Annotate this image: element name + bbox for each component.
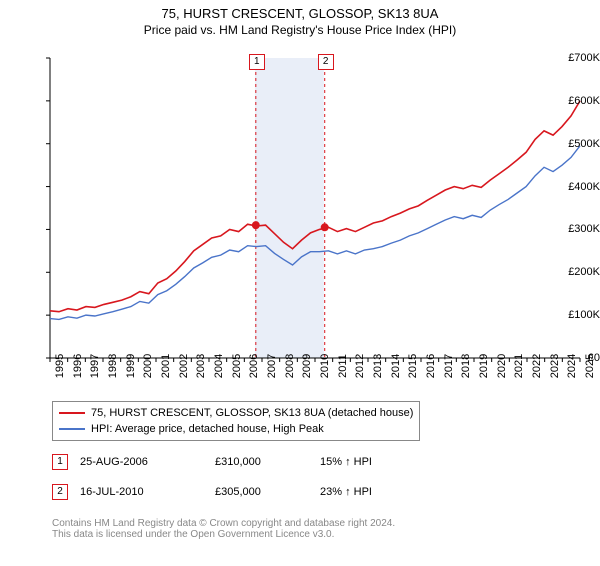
x-tick-label: 2020	[496, 354, 508, 378]
x-tick-label: 1999	[125, 354, 137, 378]
data-point-marker: 1	[52, 454, 68, 470]
y-tick-label: £200K	[556, 266, 600, 278]
x-tick-label: 2015	[407, 354, 419, 378]
x-tick-label: 2023	[549, 354, 561, 378]
legend-label: 75, HURST CRESCENT, GLOSSOP, SK13 8UA (d…	[91, 407, 413, 419]
data-point-price: £305,000	[215, 486, 261, 498]
legend-item: 75, HURST CRESCENT, GLOSSOP, SK13 8UA (d…	[59, 405, 413, 421]
legend-swatch	[59, 412, 85, 414]
x-tick-label: 2022	[531, 354, 543, 378]
x-tick-label: 2024	[566, 354, 578, 378]
x-tick-label: 1995	[54, 354, 66, 378]
footer-line-1: Contains HM Land Registry data © Crown c…	[52, 518, 395, 529]
x-tick-label: 2013	[372, 354, 384, 378]
x-tick-label: 2021	[513, 354, 525, 378]
x-tick-label: 1997	[89, 354, 101, 378]
data-point-delta: 15% ↑ HPI	[320, 456, 372, 468]
footer-line-2: This data is licensed under the Open Gov…	[52, 529, 395, 540]
x-tick-label: 2004	[213, 354, 225, 378]
data-point-date: 16-JUL-2010	[80, 486, 144, 498]
y-tick-label: £600K	[556, 95, 600, 107]
data-point-price: £310,000	[215, 456, 261, 468]
x-tick-label: 2017	[443, 354, 455, 378]
x-tick-label: 2014	[390, 354, 402, 378]
x-tick-label: 2005	[231, 354, 243, 378]
x-tick-label: 2008	[284, 354, 296, 378]
marker-2: 2	[318, 54, 334, 70]
legend-label: HPI: Average price, detached house, High…	[91, 423, 324, 435]
data-point-delta: 23% ↑ HPI	[320, 486, 372, 498]
y-tick-label: £500K	[556, 138, 600, 150]
y-tick-label: £400K	[556, 181, 600, 193]
x-tick-label: 1996	[72, 354, 84, 378]
x-tick-label: 2006	[248, 354, 260, 378]
x-tick-label: 2000	[142, 354, 154, 378]
x-tick-label: 2012	[354, 354, 366, 378]
data-point-row: 2 16-JUL-2010 £305,000 23% ↑ HPI	[52, 484, 552, 500]
data-point-marker: 2	[52, 484, 68, 500]
y-tick-label: £100K	[556, 309, 600, 321]
x-tick-label: 2009	[301, 354, 313, 378]
footer-text: Contains HM Land Registry data © Crown c…	[52, 518, 395, 540]
y-tick-label: £700K	[556, 52, 600, 64]
legend-swatch	[59, 428, 85, 430]
data-point-date: 25-AUG-2006	[80, 456, 148, 468]
x-tick-label: 1998	[107, 354, 119, 378]
x-tick-label: 2016	[425, 354, 437, 378]
x-tick-label: 2007	[266, 354, 278, 378]
x-tick-label: 2003	[195, 354, 207, 378]
x-tick-label: 2019	[478, 354, 490, 378]
x-tick-label: 2025	[584, 354, 596, 378]
x-tick-label: 2002	[178, 354, 190, 378]
legend: 75, HURST CRESCENT, GLOSSOP, SK13 8UA (d…	[52, 401, 420, 441]
marker-1: 1	[249, 54, 265, 70]
x-tick-label: 2018	[460, 354, 472, 378]
price-chart	[0, 6, 600, 566]
x-tick-label: 2001	[160, 354, 172, 378]
x-tick-label: 2011	[337, 354, 349, 378]
x-tick-label: 2010	[319, 354, 331, 378]
data-point-row: 1 25-AUG-2006 £310,000 15% ↑ HPI	[52, 454, 552, 470]
y-tick-label: £300K	[556, 223, 600, 235]
legend-item: HPI: Average price, detached house, High…	[59, 421, 413, 437]
